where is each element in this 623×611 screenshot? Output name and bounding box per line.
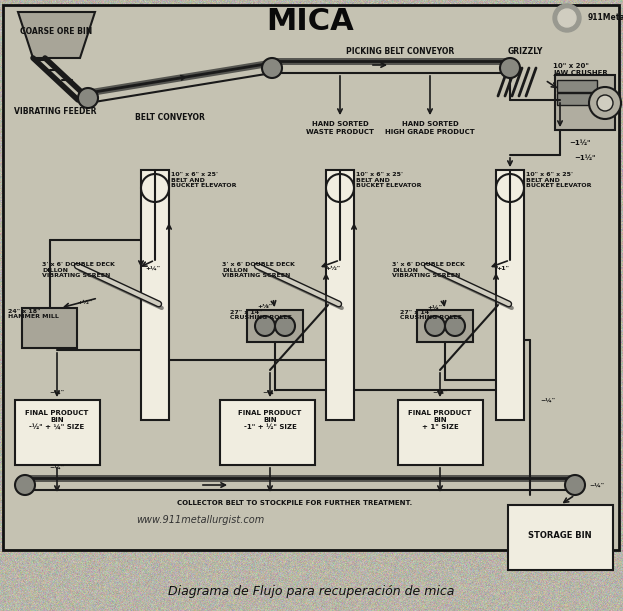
Text: MICA: MICA: [266, 7, 354, 37]
Text: HAND SORTED
HIGH GRADE PRODUCT: HAND SORTED HIGH GRADE PRODUCT: [385, 122, 475, 134]
Bar: [247, 310, 303, 342]
Circle shape: [500, 58, 520, 78]
Bar: [417, 310, 473, 342]
Text: HAND SORTED
WASTE PRODUCT: HAND SORTED WASTE PRODUCT: [306, 122, 374, 134]
Bar: [496, 170, 524, 420]
Circle shape: [553, 4, 581, 32]
Bar: [15, 400, 100, 465]
Circle shape: [141, 174, 169, 202]
Text: 10" x 20"
JAW CRUSHER: 10" x 20" JAW CRUSHER: [553, 62, 608, 76]
Bar: [398, 400, 483, 465]
Text: STORAGE BIN: STORAGE BIN: [528, 530, 592, 540]
Text: 27" x 14"
CRUSHING ROLLS: 27" x 14" CRUSHING ROLLS: [230, 310, 292, 320]
Text: 3' x 6' DOUBLE DECK
DILLON
VIBRATING SCREEN: 3' x 6' DOUBLE DECK DILLON VIBRATING SCR…: [42, 262, 115, 278]
Text: 10" x 6" x 25'
BELT AND
BUCKET ELEVATOR: 10" x 6" x 25' BELT AND BUCKET ELEVATOR: [356, 172, 422, 188]
Text: 10" x 6" x 25'
BELT AND
BUCKET ELEVATOR: 10" x 6" x 25' BELT AND BUCKET ELEVATOR: [526, 172, 591, 188]
Polygon shape: [18, 12, 95, 58]
Circle shape: [255, 316, 275, 336]
Text: COLLECTOR BELT TO STOCKPILE FOR FURTHER TREATMENT.: COLLECTOR BELT TO STOCKPILE FOR FURTHER …: [178, 500, 412, 506]
Text: ~¼": ~¼": [589, 483, 604, 488]
Text: PICKING BELT CONVEYOR: PICKING BELT CONVEYOR: [346, 48, 454, 56]
Text: ~¼": ~¼": [540, 398, 556, 403]
Text: 3' x 6' DOUBLE DECK
DILLON
VIBRATING SCREEN: 3' x 6' DOUBLE DECK DILLON VIBRATING SCR…: [392, 262, 465, 278]
Bar: [22, 308, 77, 348]
Text: +1": +1": [497, 266, 510, 271]
Circle shape: [15, 475, 35, 495]
Text: ~¼": ~¼": [49, 464, 65, 469]
Circle shape: [326, 174, 354, 202]
Bar: [220, 400, 315, 465]
Circle shape: [425, 316, 445, 336]
Text: 10" x 6" x 25'
BELT AND
BUCKET ELEVATOR: 10" x 6" x 25' BELT AND BUCKET ELEVATOR: [171, 172, 237, 188]
Bar: [141, 170, 169, 420]
Circle shape: [275, 316, 295, 336]
Bar: [326, 170, 354, 420]
Text: 24" x 18"
HAMMER MILL: 24" x 18" HAMMER MILL: [8, 309, 59, 320]
Text: ~¼": ~¼": [49, 389, 65, 395]
Text: ~⅛": ~⅛": [432, 389, 447, 395]
Bar: [557, 80, 597, 92]
Circle shape: [558, 9, 576, 27]
Bar: [508, 505, 613, 570]
Circle shape: [78, 88, 98, 108]
Text: 3' x 6' DOUBLE DECK
DILLON
VIBRATING SCREEN: 3' x 6' DOUBLE DECK DILLON VIBRATING SCR…: [222, 262, 295, 278]
Text: 911Metallurgist: 911Metallurgist: [588, 13, 623, 23]
Text: +⅛": +⅛": [257, 304, 273, 310]
Text: FINAL PRODUCT
BIN
-1" + ½" SIZE: FINAL PRODUCT BIN -1" + ½" SIZE: [239, 410, 302, 430]
Text: ~¼": ~¼": [262, 389, 278, 395]
Text: Diagrama de Flujo para recuperación de mica: Diagrama de Flujo para recuperación de m…: [168, 585, 454, 599]
Text: +¼": +¼": [427, 304, 442, 310]
Circle shape: [565, 475, 585, 495]
Bar: [3, 5, 619, 550]
Circle shape: [445, 316, 465, 336]
Text: VIBRATING FEEDER: VIBRATING FEEDER: [14, 108, 96, 117]
Text: +½": +½": [325, 266, 341, 271]
Circle shape: [597, 95, 613, 111]
Text: 27" x 14"
CRUSHING ROLLS: 27" x 14" CRUSHING ROLLS: [400, 310, 462, 320]
Text: +½": +½": [77, 299, 93, 304]
Circle shape: [496, 174, 524, 202]
Text: ~1½": ~1½": [574, 155, 596, 161]
Circle shape: [262, 58, 282, 78]
Bar: [557, 93, 597, 105]
Circle shape: [589, 87, 621, 119]
Text: BELT CONVEYOR: BELT CONVEYOR: [135, 112, 205, 122]
Text: FINAL PRODUCT
BIN
+ 1" SIZE: FINAL PRODUCT BIN + 1" SIZE: [408, 410, 472, 430]
Text: COARSE ORE BIN: COARSE ORE BIN: [20, 27, 92, 37]
Bar: [555, 75, 615, 130]
Text: ~1½": ~1½": [569, 140, 591, 146]
Text: FINAL PRODUCT
BIN
-½" + ¼" SIZE: FINAL PRODUCT BIN -½" + ¼" SIZE: [26, 410, 88, 430]
Text: GRIZZLY: GRIZZLY: [507, 48, 543, 56]
Text: www.911metallurgist.com: www.911metallurgist.com: [136, 515, 264, 525]
Text: +¼": +¼": [145, 266, 161, 271]
